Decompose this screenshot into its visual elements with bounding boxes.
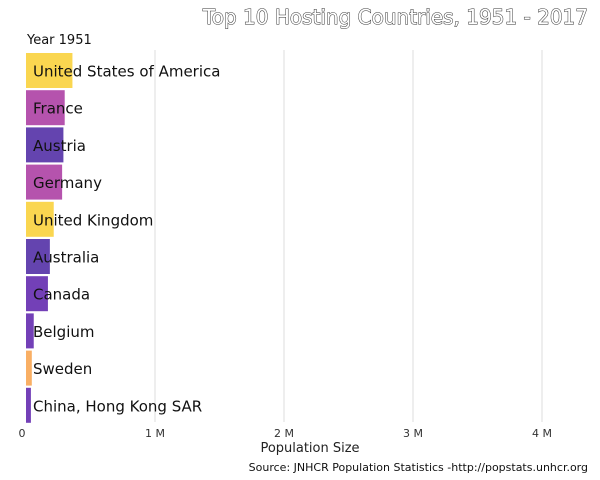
bar-label-austria: Austria bbox=[33, 137, 86, 155]
x-tick-label: 2 M bbox=[274, 427, 294, 440]
bar-canada bbox=[26, 276, 48, 312]
bar-labels: United States of America France Austria Ger… bbox=[33, 63, 220, 416]
bar-label-germany: Germany bbox=[33, 174, 102, 192]
x-axis-title: Population Size bbox=[260, 441, 359, 456]
x-axis-ticks: 0 1 M 2 M 3 M 4 M bbox=[19, 427, 553, 440]
bar-label-united-kingdom: United Kingdom bbox=[33, 211, 153, 229]
bar-label-china-hong-kong-sar: China, Hong Kong SAR bbox=[33, 397, 202, 415]
bar-label-australia: Australia bbox=[33, 249, 99, 267]
bar-belgium bbox=[26, 313, 34, 349]
gridlines bbox=[154, 50, 543, 422]
x-tick-label: 1 M bbox=[145, 427, 165, 440]
bar-label-united-states-of-america: United States of America bbox=[33, 63, 220, 81]
chart-subtitle: Year 1951 bbox=[26, 33, 92, 48]
x-tick-label: 3 M bbox=[403, 427, 423, 440]
bar-austria bbox=[26, 127, 64, 163]
bar-france bbox=[26, 90, 65, 126]
bar-united-states-of-america bbox=[26, 53, 73, 88]
bar-label-belgium: Belgium bbox=[33, 323, 95, 341]
bar-label-sweden: Sweden bbox=[33, 360, 92, 378]
chart-caption: Source: JNHCR Population Statistics -htt… bbox=[249, 461, 588, 474]
bar-australia bbox=[26, 239, 50, 274]
chart-title: Top 10 Hosting Countries, 1951 - 2017 bbox=[202, 5, 588, 29]
bar-united-kingdom bbox=[26, 201, 54, 237]
bars bbox=[26, 53, 73, 423]
bar-label-france: France bbox=[33, 100, 83, 118]
x-tick-label: 4 M bbox=[532, 427, 552, 440]
bar-label-canada: Canada bbox=[33, 286, 90, 304]
bar-germany bbox=[26, 164, 63, 200]
bar-china-hong-kong-sar bbox=[26, 387, 31, 423]
bar-sweden bbox=[26, 350, 32, 386]
x-tick-label: 0 bbox=[19, 427, 26, 440]
